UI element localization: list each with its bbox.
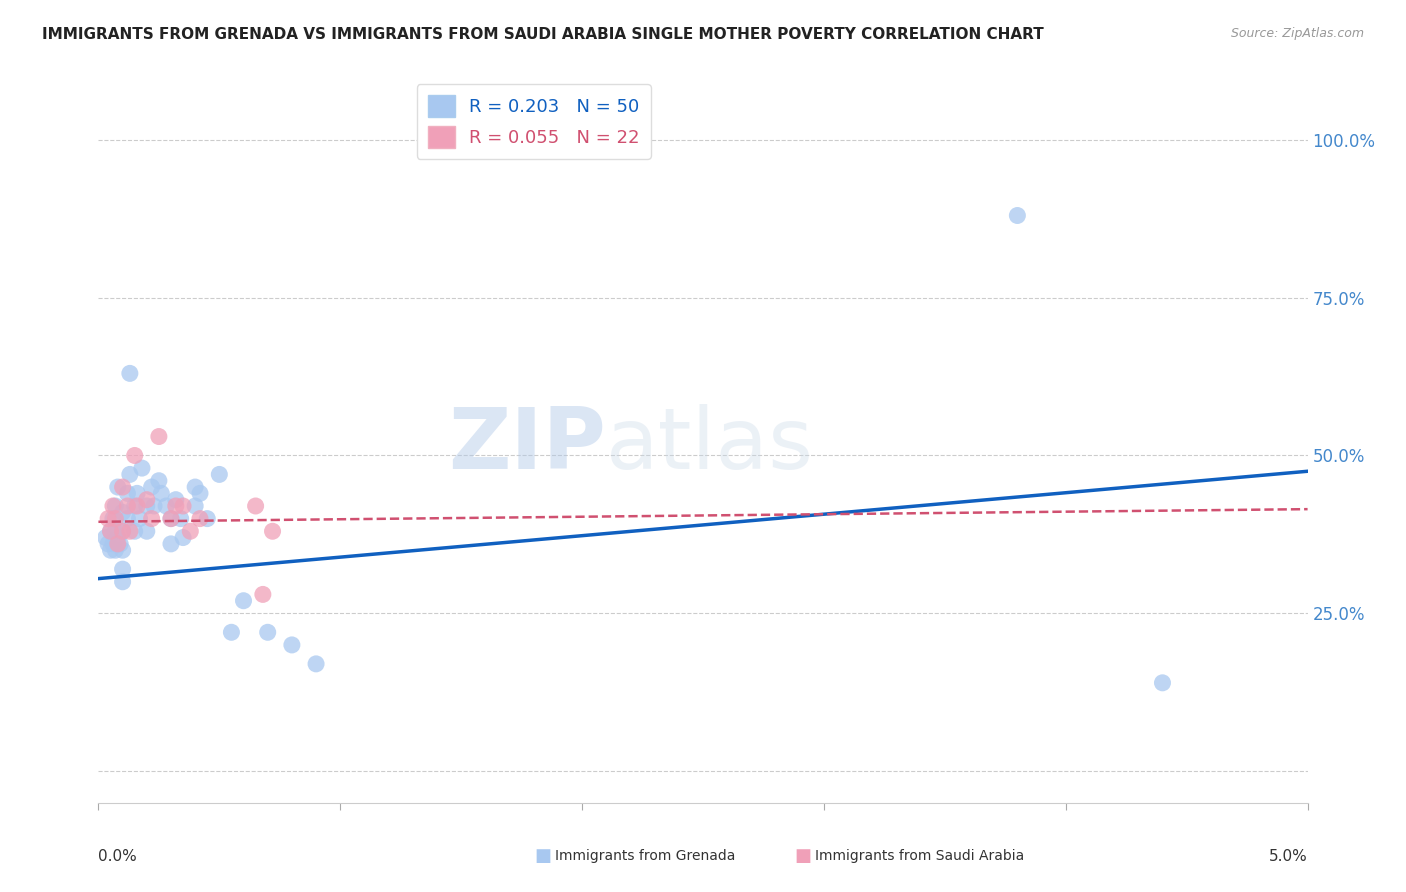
Text: IMMIGRANTS FROM GRENADA VS IMMIGRANTS FROM SAUDI ARABIA SINGLE MOTHER POVERTY CO: IMMIGRANTS FROM GRENADA VS IMMIGRANTS FR… xyxy=(42,27,1043,42)
Point xyxy=(111,480,134,494)
Text: atlas: atlas xyxy=(606,404,814,488)
Point xyxy=(124,449,146,463)
Point xyxy=(111,574,134,589)
Point xyxy=(160,537,183,551)
Point xyxy=(117,486,139,500)
Point xyxy=(135,492,157,507)
Point xyxy=(127,486,149,500)
Point xyxy=(111,543,134,558)
Point xyxy=(111,524,134,539)
Point xyxy=(97,537,120,551)
Point xyxy=(141,480,163,494)
Point xyxy=(104,543,127,558)
Point xyxy=(208,467,231,482)
Point xyxy=(165,492,187,507)
Text: ■: ■ xyxy=(534,847,551,865)
Point xyxy=(179,524,201,539)
Point xyxy=(127,499,149,513)
Point xyxy=(107,480,129,494)
Point xyxy=(111,505,134,519)
Text: ZIP: ZIP xyxy=(449,404,606,488)
Point xyxy=(165,499,187,513)
Point xyxy=(101,499,124,513)
Point xyxy=(160,511,183,525)
Point xyxy=(305,657,328,671)
Point xyxy=(101,537,124,551)
Point xyxy=(107,531,129,545)
Point xyxy=(131,461,153,475)
Point xyxy=(256,625,278,640)
Point xyxy=(160,511,183,525)
Text: 5.0%: 5.0% xyxy=(1268,849,1308,864)
Point xyxy=(94,531,117,545)
Point xyxy=(104,524,127,539)
Point xyxy=(148,474,170,488)
Point xyxy=(148,429,170,443)
Point xyxy=(1152,675,1174,690)
Point xyxy=(169,511,191,525)
Point xyxy=(188,511,211,525)
Point xyxy=(117,499,139,513)
Point xyxy=(100,543,122,558)
Point xyxy=(232,593,254,607)
Point xyxy=(155,499,177,513)
Point xyxy=(124,499,146,513)
Point xyxy=(135,524,157,539)
Point xyxy=(135,499,157,513)
Point xyxy=(1007,209,1029,223)
Point xyxy=(281,638,304,652)
Point xyxy=(172,499,194,513)
Point xyxy=(118,467,141,482)
Point xyxy=(252,587,274,601)
Point xyxy=(111,562,134,576)
Point xyxy=(100,524,122,539)
Point xyxy=(262,524,284,539)
Point xyxy=(128,511,150,525)
Text: Immigrants from Saudi Arabia: Immigrants from Saudi Arabia xyxy=(815,849,1025,863)
Point xyxy=(118,524,141,539)
Point xyxy=(245,499,267,513)
Point xyxy=(188,486,211,500)
Point xyxy=(107,537,129,551)
Point xyxy=(221,625,243,640)
Point xyxy=(104,499,127,513)
Point xyxy=(172,531,194,545)
Point xyxy=(150,486,173,500)
Point xyxy=(184,480,207,494)
Text: Immigrants from Grenada: Immigrants from Grenada xyxy=(555,849,735,863)
Point xyxy=(101,511,124,525)
Point xyxy=(100,524,122,539)
Text: ■: ■ xyxy=(794,847,811,865)
Point xyxy=(195,511,218,525)
Point xyxy=(143,499,166,513)
Point xyxy=(118,367,141,381)
Point xyxy=(124,524,146,539)
Point xyxy=(97,511,120,525)
Point xyxy=(141,511,163,525)
Point xyxy=(184,499,207,513)
Point xyxy=(108,537,131,551)
Text: 0.0%: 0.0% xyxy=(98,849,138,864)
Point xyxy=(111,524,134,539)
Text: Source: ZipAtlas.com: Source: ZipAtlas.com xyxy=(1230,27,1364,40)
Point xyxy=(104,511,127,525)
Point xyxy=(117,511,139,525)
Legend: R = 0.203   N = 50, R = 0.055   N = 22: R = 0.203 N = 50, R = 0.055 N = 22 xyxy=(416,84,651,159)
